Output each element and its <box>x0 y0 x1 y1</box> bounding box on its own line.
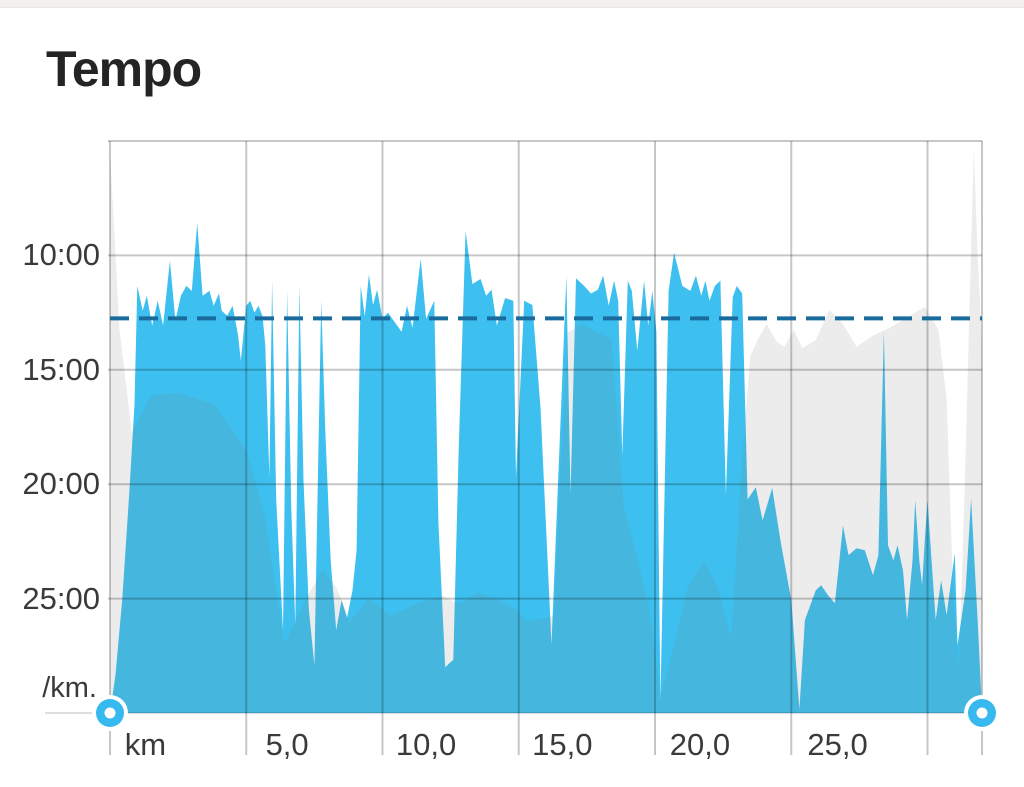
x-axis-tick-label: 10,0 <box>395 727 457 762</box>
y-axis-unit-label: /km. <box>42 672 97 704</box>
handle-left-center <box>104 707 116 719</box>
y-axis-tick-label: 15:00 <box>22 351 100 387</box>
gridlines <box>108 140 983 755</box>
x-axis-tick-label: 15,0 <box>532 727 593 762</box>
x-axis-tick-label: km <box>124 727 167 762</box>
range-handle-right[interactable] <box>968 699 996 727</box>
top-edge-strip <box>0 0 1024 8</box>
y-axis-tick-label: 10:00 <box>22 237 100 273</box>
y-axis-tick-label: 25:00 <box>22 580 100 616</box>
x-axis-tick-label: 20,0 <box>669 727 731 762</box>
y-axis-tick-label: 20:00 <box>22 466 100 502</box>
handle-right-center <box>976 707 988 719</box>
x-axis-tick-label: 25,0 <box>807 727 868 762</box>
page-title: Tempo <box>46 41 202 97</box>
pace-area-series <box>110 223 982 713</box>
range-handle-left[interactable] <box>96 699 124 727</box>
x-axis-tick-label: 5,0 <box>265 727 309 762</box>
elevation-area-overlay <box>110 147 982 713</box>
